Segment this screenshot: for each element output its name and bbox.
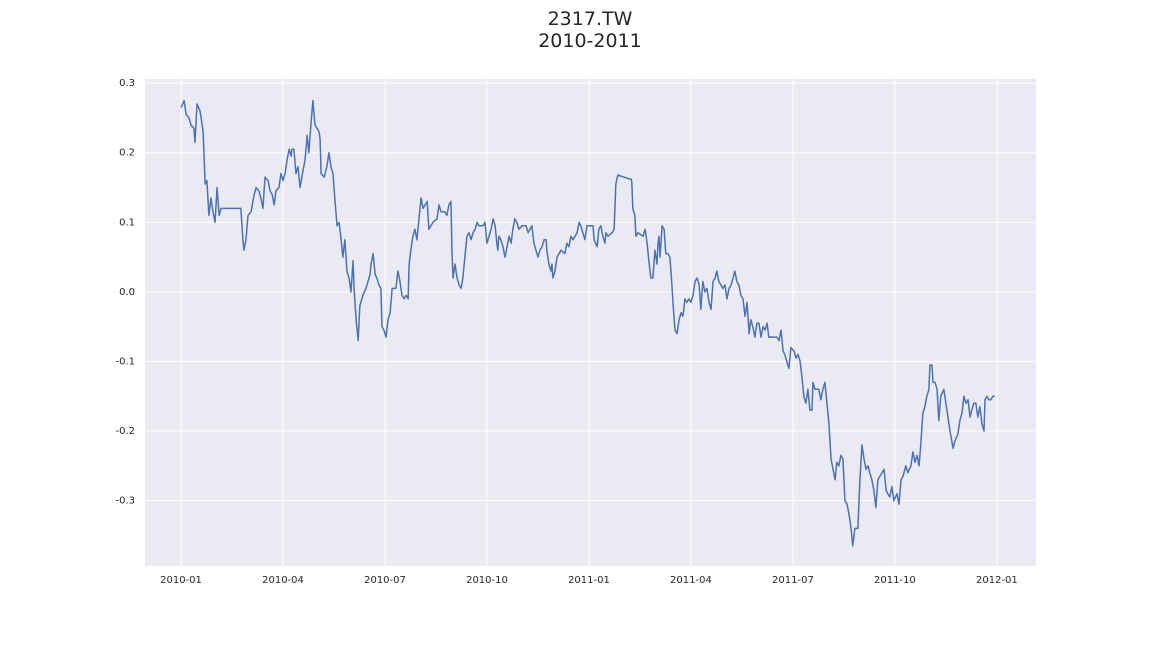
x-tick-label: 2010-01 xyxy=(160,575,202,586)
x-tick-label: 2010-07 xyxy=(364,575,406,586)
y-tick-label: 0.0 xyxy=(119,287,135,298)
y-tick-label: 0.2 xyxy=(119,148,135,159)
y-tick-label: -0.2 xyxy=(115,426,135,437)
y-tick-label: 0.3 xyxy=(119,78,135,89)
x-tick-label: 2010-04 xyxy=(262,575,304,586)
x-tick-label: 2011-01 xyxy=(568,575,610,586)
x-tick-label: 2012-01 xyxy=(976,575,1018,586)
plot-area xyxy=(145,79,1036,566)
x-tick-label: 2010-10 xyxy=(466,575,508,586)
x-tick-label: 2011-07 xyxy=(772,575,814,586)
y-tick-label: -0.1 xyxy=(115,356,135,367)
y-tick-label: 0.1 xyxy=(119,217,135,228)
data-line xyxy=(180,99,995,547)
y-tick-label: -0.3 xyxy=(115,496,135,507)
chart-title: 2317.TW 2010-2011 xyxy=(538,8,642,52)
x-tick-label: 2011-10 xyxy=(874,575,916,586)
x-tick-label: 2011-04 xyxy=(670,575,712,586)
